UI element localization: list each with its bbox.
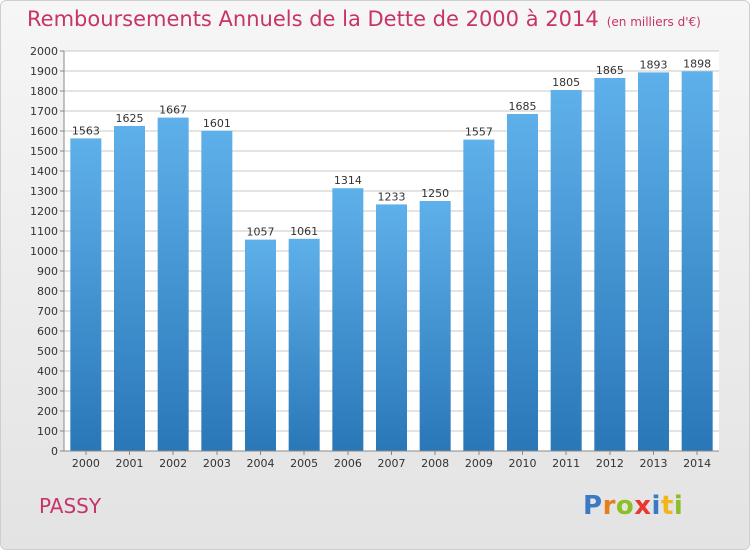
x-tick-label: 2009 <box>465 457 493 470</box>
y-tick-label: 1000 <box>30 245 58 258</box>
logo-letter: t <box>660 491 674 521</box>
y-tick-label: 1900 <box>30 65 58 78</box>
data-label: 1061 <box>290 225 318 238</box>
logo-letter: x <box>634 491 652 521</box>
y-tick-label: 800 <box>37 285 58 298</box>
data-label: 1893 <box>640 58 668 71</box>
y-tick-label: 1300 <box>30 185 58 198</box>
y-tick-label: 400 <box>37 365 58 378</box>
place-name: PASSY <box>39 494 102 518</box>
bar <box>288 238 320 451</box>
logo-letter: i <box>651 491 661 521</box>
chart-title-text: Remboursements Annuels de la Dette de 20… <box>27 7 599 31</box>
data-label: 1250 <box>421 187 449 200</box>
data-label: 1865 <box>596 64 624 77</box>
logo-letter: o <box>615 491 635 521</box>
bar <box>376 204 407 451</box>
bar <box>332 188 364 451</box>
bar <box>638 72 669 452</box>
y-tick-label: 100 <box>37 425 58 438</box>
y-tick-label: 600 <box>37 325 58 338</box>
y-tick-label: 700 <box>37 305 58 318</box>
y-tick-label: 1800 <box>30 85 58 98</box>
bar <box>114 126 145 451</box>
y-tick-label: 1200 <box>30 205 58 218</box>
y-tick-label: 1500 <box>30 145 58 158</box>
bar <box>419 201 451 451</box>
bar <box>550 90 582 451</box>
logo-letter: P <box>583 491 603 521</box>
x-tick-label: 2014 <box>683 457 711 470</box>
bar <box>594 78 626 451</box>
x-tick-label: 2008 <box>421 457 449 470</box>
data-label: 1233 <box>378 190 406 203</box>
y-tick-label: 500 <box>37 345 58 358</box>
bar <box>681 71 713 452</box>
y-tick-label: 1400 <box>30 165 58 178</box>
bar <box>70 138 102 451</box>
x-tick-label: 2004 <box>247 457 275 470</box>
y-tick-label: 300 <box>37 385 58 398</box>
data-label: 1625 <box>116 112 144 125</box>
data-label: 1685 <box>509 100 537 113</box>
logo-letter: i <box>673 491 684 521</box>
data-label: 1601 <box>203 117 231 130</box>
x-tick-label: 2006 <box>334 457 362 470</box>
x-tick-label: 2003 <box>203 457 231 470</box>
data-label: 1563 <box>72 124 100 137</box>
y-tick-label: 200 <box>37 405 58 418</box>
x-tick-label: 2001 <box>116 457 144 470</box>
x-tick-label: 2012 <box>596 457 624 470</box>
bar <box>157 117 189 451</box>
x-tick-label: 2011 <box>552 457 580 470</box>
chart-title: Remboursements Annuels de la Dette de 20… <box>27 7 701 31</box>
data-label: 1557 <box>465 126 493 139</box>
x-tick-label: 2013 <box>640 457 668 470</box>
bar <box>463 139 495 451</box>
bar <box>201 130 233 452</box>
logo-letter: r <box>602 491 616 521</box>
data-label: 1898 <box>683 57 711 70</box>
y-tick-label: 1100 <box>30 225 58 238</box>
x-tick-label: 2002 <box>159 457 187 470</box>
bar <box>245 239 276 451</box>
x-tick-label: 2005 <box>290 457 318 470</box>
y-tick-label: 1600 <box>30 125 58 138</box>
data-label: 1667 <box>159 104 187 117</box>
data-label: 1314 <box>334 174 362 187</box>
data-label: 1057 <box>247 226 275 239</box>
x-tick-label: 2010 <box>509 457 537 470</box>
x-tick-label: 2000 <box>72 457 100 470</box>
y-tick-label: 1700 <box>30 105 58 118</box>
x-tick-label: 2007 <box>378 457 406 470</box>
data-label: 1805 <box>552 76 580 89</box>
y-tick-label: 0 <box>51 445 58 458</box>
y-tick-label: 900 <box>37 265 58 278</box>
chart-unit: (en milliers d'€) <box>606 15 701 29</box>
proxiti-logo: Proxiti <box>583 491 683 521</box>
bar <box>507 114 538 451</box>
y-tick-label: 2000 <box>30 45 58 58</box>
